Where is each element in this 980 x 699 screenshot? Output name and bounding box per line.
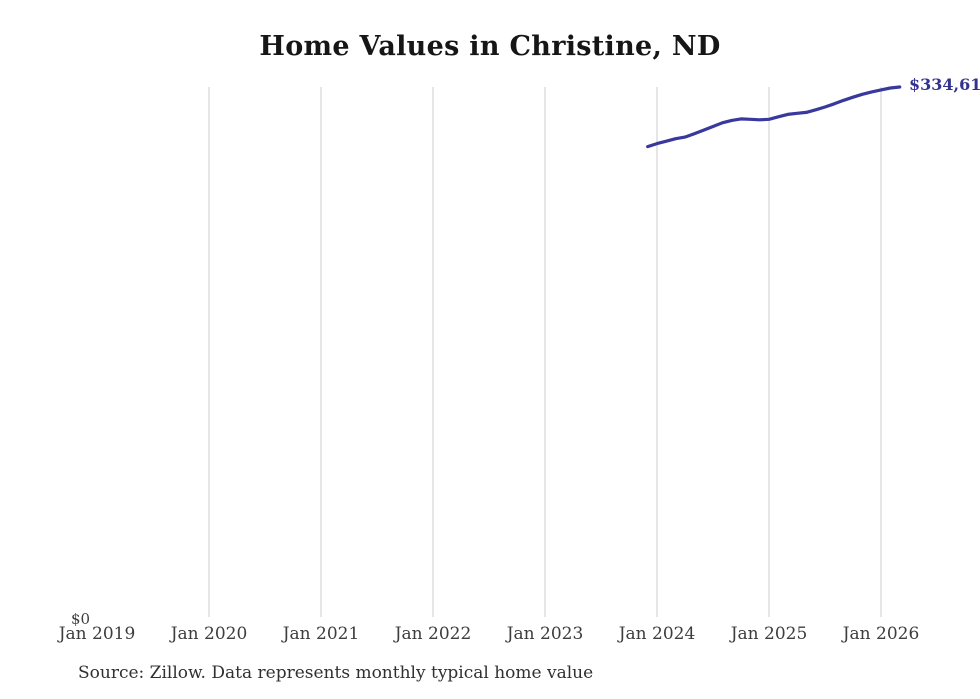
x-axis-tick-label: Jan 2026	[842, 624, 920, 644]
x-axis-tick-label: Jan 2023	[506, 624, 584, 644]
x-axis-tick-label: Jan 2021	[282, 624, 360, 644]
source-note: Source: Zillow. Data represents monthly …	[78, 663, 594, 683]
y-axis-zero-label: $0	[71, 610, 91, 628]
x-axis-tick-label: Jan 2020	[170, 624, 248, 644]
value-line	[646, 85, 902, 149]
x-axis-tick-label: Jan 2025	[730, 624, 808, 644]
x-axis-tick-label: Jan 2022	[394, 624, 472, 644]
latest-value-label: $334,612	[909, 75, 980, 94]
x-axis-tick-label: Jan 2019	[58, 624, 136, 644]
x-axis-tick-label: Jan 2024	[618, 624, 696, 644]
chart-title: Home Values in Christine, ND	[259, 31, 721, 62]
